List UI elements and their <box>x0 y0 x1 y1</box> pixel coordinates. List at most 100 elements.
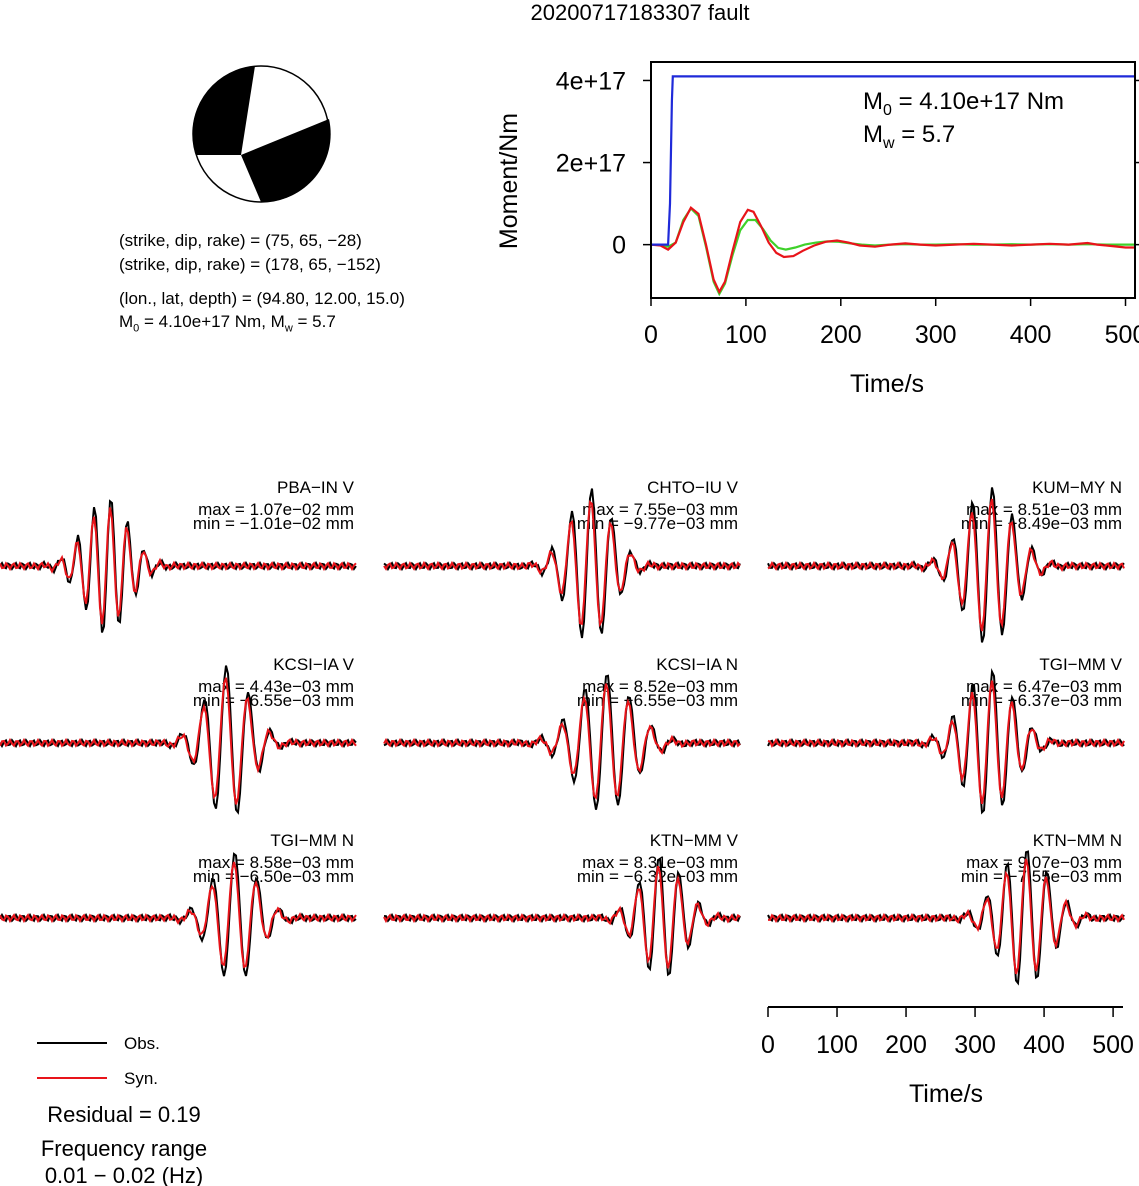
station-name: CHTO−IU V <box>647 478 739 497</box>
m0-subscript: 0 <box>883 102 892 119</box>
source-moment: M0 = 4.10e+17 Nm, Mw = 5.7 <box>119 313 336 334</box>
station-min: min = −6.50e−03 mm <box>193 867 354 886</box>
x-axis: 0 100 200 300 400 500 <box>644 298 1139 349</box>
station-min: min = −6.55e−03 mm <box>193 691 354 710</box>
trace-obs <box>0 852 357 977</box>
beachball-diagram <box>192 65 331 203</box>
station-max: max = 6.47e−03 mm <box>966 677 1122 696</box>
nodal-plane-2: (strike, dip, rake) = (178, 65, −152) <box>119 255 381 274</box>
moment-annotation-m0: M0 = 4.10e+17 Nm <box>863 88 1064 119</box>
y-axis: 0 2e+17 4e+17 <box>556 67 1139 260</box>
station-max: max = 1.07e−02 mm <box>198 500 354 519</box>
m0-mw-text: = 4.10e+17 Nm, M <box>139 312 285 331</box>
trace-syn <box>0 507 357 625</box>
mw-subscript: w <box>284 322 293 335</box>
station-min: min = −7.55e−03 mm <box>961 867 1122 886</box>
x-tick-label: 300 <box>915 321 957 349</box>
frequency-range-value: 0.01 − 0.02 (Hz) <box>45 1163 203 1186</box>
m0-symbol: M <box>119 312 134 331</box>
moment-series-stf <box>651 75 1135 246</box>
y-axis-label: Moment/Nm <box>495 113 523 249</box>
waveform-x-tick-label: 200 <box>885 1031 927 1059</box>
beachball-compressional-quadrant <box>192 66 255 155</box>
station-max: max = 4.43e−03 mm <box>198 677 354 696</box>
station-max: max = 8.51e−03 mm <box>966 500 1122 519</box>
trace-syn <box>767 498 1125 632</box>
station-name: TGI−MM V <box>1039 655 1122 674</box>
legend-syn-label: Syn. <box>124 1069 158 1088</box>
mw-subscript: w <box>882 135 895 152</box>
waveform-x-tick-label: 500 <box>1092 1031 1134 1059</box>
trace-syn <box>0 677 357 805</box>
legend-obs-label: Obs. <box>124 1034 160 1053</box>
station-name: KUM−MY N <box>1032 478 1122 497</box>
trace-syn <box>383 499 741 628</box>
y-tick-label: 4e+17 <box>556 67 626 95</box>
waveform-x-tick-label: 0 <box>761 1031 775 1059</box>
x-tick-label: 200 <box>820 321 862 349</box>
plot-frame <box>650 61 1136 299</box>
moment-series-rate <box>651 206 1135 297</box>
y-tick-label: 0 <box>612 232 626 260</box>
trace-syn <box>383 683 741 800</box>
moment-annotation-mw: Mw = 5.7 <box>863 121 955 152</box>
station-name: KTN−MM N <box>1033 831 1122 850</box>
frequency-range-label: Frequency range <box>41 1136 207 1161</box>
residual-label: Residual = 0.19 <box>47 1102 201 1127</box>
mw-value: = 5.7 <box>292 312 336 331</box>
y-tick-label: 2e+17 <box>556 150 626 178</box>
legend: Obs. Syn. <box>37 1034 160 1088</box>
station-name: PBA−IN V <box>277 478 355 497</box>
x-tick-label: 100 <box>725 321 767 349</box>
trace-syn <box>383 865 741 969</box>
mw-symbol: M <box>863 121 883 148</box>
station-name: KTN−MM V <box>650 831 739 850</box>
x-tick-label: 500 <box>1105 321 1139 349</box>
station-max: max = 7.55e−03 mm <box>582 500 738 519</box>
beachball-compressional-quadrant <box>241 119 331 203</box>
station-name: TGI−MM N <box>270 831 354 850</box>
m0-symbol: M <box>863 88 883 115</box>
moment-plot: 0 2e+17 4e+17 0 100 200 300 400 500 Moment/Nm T… <box>495 61 1139 398</box>
station-min: min = −8.49e−03 mm <box>961 514 1122 533</box>
figure-title: 20200717183307 fault <box>531 0 750 25</box>
waveform-x-tick-label: 300 <box>954 1031 996 1059</box>
trace-obs <box>767 487 1125 643</box>
mw-value: = 5.7 <box>895 121 956 148</box>
station-name: KCSI−IA V <box>273 655 354 674</box>
source-location: (lon., lat, depth) = (94.80, 12.00, 15.0… <box>119 289 405 308</box>
nodal-plane-1: (strike, dip, rake) = (75, 65, −28) <box>119 231 362 250</box>
station-min: min = −6.55e−03 mm <box>577 691 738 710</box>
trace-syn <box>0 861 357 969</box>
waveform-time-axis: Time/s 0 100 200 300 400 500 <box>761 1006 1134 1108</box>
m0-value: = 4.10e+17 Nm <box>892 88 1064 115</box>
waveform-axis-label: Time/s <box>909 1080 983 1108</box>
trace-syn <box>767 680 1125 804</box>
station-max: max = 8.52e−03 mm <box>582 677 738 696</box>
moment-series-group <box>650 75 1135 297</box>
moment-series-syn <box>650 205 1135 295</box>
trace-syn <box>768 858 1125 975</box>
x-axis-label: Time/s <box>850 370 924 398</box>
x-tick-label: 400 <box>1010 321 1052 349</box>
station-min: min = −9.77e−03 mm <box>577 514 738 533</box>
x-tick-label: 0 <box>644 321 658 349</box>
station-min: min = −1.01e−02 mm <box>193 514 354 533</box>
m0-subscript: 0 <box>133 322 140 335</box>
waveform-x-tick-label: 100 <box>816 1031 858 1059</box>
station-min: min = −6.37e−03 mm <box>961 691 1122 710</box>
trace-obs <box>0 665 357 815</box>
waveform-x-tick-label: 400 <box>1023 1031 1065 1059</box>
station-name: KCSI−IA N <box>656 655 738 674</box>
